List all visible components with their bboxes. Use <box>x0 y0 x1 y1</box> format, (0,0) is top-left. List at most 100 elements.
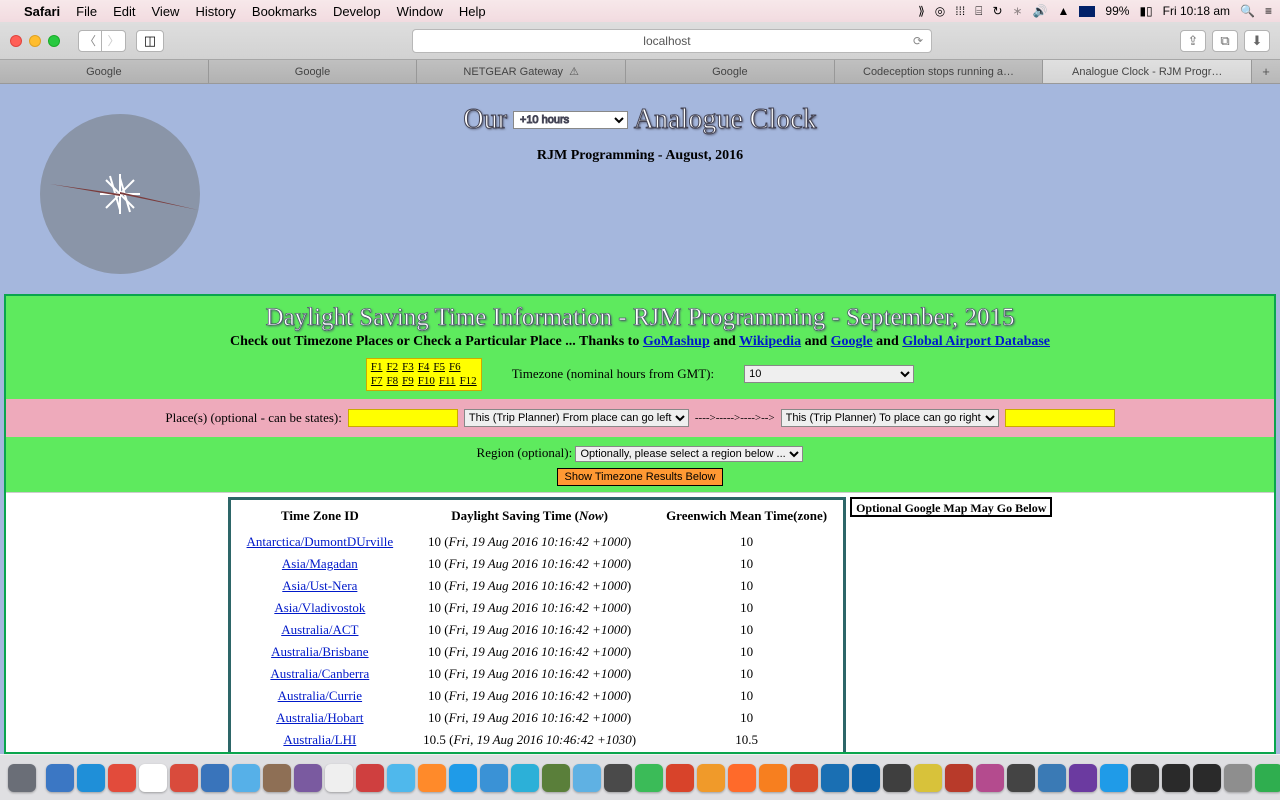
zoom-window-button[interactable] <box>48 35 60 47</box>
sidebar-button[interactable]: ◫ <box>136 30 164 52</box>
dock-app-icon[interactable] <box>46 764 74 792</box>
input-flag-icon[interactable] <box>1079 6 1095 17</box>
browser-tab[interactable]: Google <box>209 60 418 83</box>
dock-app-icon[interactable] <box>1255 764 1280 792</box>
link-google[interactable]: Google <box>831 334 873 349</box>
tz-link[interactable]: Australia/Hobart <box>276 710 363 725</box>
app-name[interactable]: Safari <box>24 4 60 19</box>
show-results-button[interactable]: Show Timezone Results Below <box>557 468 722 486</box>
browser-tab[interactable]: Google <box>626 60 835 83</box>
menu-view[interactable]: View <box>152 4 180 19</box>
menu-help[interactable]: Help <box>459 4 486 19</box>
timemachine-icon[interactable]: ↻ <box>992 4 1002 18</box>
close-window-button[interactable] <box>10 35 22 47</box>
dock-app-icon[interactable] <box>325 764 353 792</box>
new-tab-button[interactable]: + <box>1252 60 1280 83</box>
status-icon[interactable]: ◎ <box>935 4 945 18</box>
dock-app-icon[interactable] <box>8 764 36 792</box>
tz-link[interactable]: Australia/LHI <box>283 732 356 747</box>
tz-link[interactable]: Australia/ACT <box>281 622 358 637</box>
share-button[interactable]: ⇪ <box>1180 30 1206 52</box>
dock-app-icon[interactable] <box>604 764 632 792</box>
browser-tab[interactable]: NETGEAR Gateway⚠ <box>417 60 626 83</box>
place-to-input[interactable] <box>1005 409 1115 427</box>
menu-file[interactable]: File <box>76 4 97 19</box>
dock-app-icon[interactable] <box>1224 764 1252 792</box>
menu-window[interactable]: Window <box>397 4 443 19</box>
dock-app-icon[interactable] <box>387 764 415 792</box>
reload-icon[interactable]: ⟳ <box>913 34 923 48</box>
dock-app-icon[interactable] <box>790 764 818 792</box>
browser-tab[interactable]: Codeception stops running a… <box>835 60 1044 83</box>
status-icon[interactable]: ⟫ <box>918 4 925 18</box>
trip-from-select[interactable]: This (Trip Planner) From place can go le… <box>464 409 689 427</box>
dock-app-icon[interactable] <box>294 764 322 792</box>
dock-app-icon[interactable] <box>914 764 942 792</box>
dock-app-icon[interactable] <box>1007 764 1035 792</box>
dock-app-icon[interactable] <box>883 764 911 792</box>
place-from-input[interactable] <box>348 409 458 427</box>
bluetooth-icon[interactable]: ∗ <box>1013 4 1023 18</box>
volume-icon[interactable]: 🔊 <box>1033 4 1048 18</box>
tz-link[interactable]: Asia/Ust-Nera <box>282 578 357 593</box>
dock-app-icon[interactable] <box>480 764 508 792</box>
dock-app-icon[interactable] <box>1038 764 1066 792</box>
dock-app-icon[interactable] <box>77 764 105 792</box>
link-gomashup[interactable]: GoMashup <box>643 334 710 349</box>
region-select[interactable]: Optionally, please select a region below… <box>575 446 803 462</box>
menu-develop[interactable]: Develop <box>333 4 381 19</box>
dock-app-icon[interactable] <box>1069 764 1097 792</box>
dock-app-icon[interactable] <box>511 764 539 792</box>
dock-app-icon[interactable] <box>728 764 756 792</box>
spotlight-icon[interactable]: 🔍 <box>1240 4 1255 18</box>
menubar-clock[interactable]: Fri 10:18 am <box>1163 4 1230 18</box>
dock-app-icon[interactable] <box>976 764 1004 792</box>
browser-tab[interactable]: Google <box>0 60 209 83</box>
link-wikipedia[interactable]: Wikipedia <box>739 334 801 349</box>
dock-app-icon[interactable] <box>418 764 446 792</box>
menu-history[interactable]: History <box>195 4 235 19</box>
tz-link[interactable]: Asia/Vladivostok <box>274 600 365 615</box>
tz-link[interactable]: Asia/Magadan <box>282 556 358 571</box>
dock-app-icon[interactable] <box>1131 764 1159 792</box>
trip-to-select[interactable]: This (Trip Planner) To place can go righ… <box>781 409 999 427</box>
dock-app-icon[interactable] <box>635 764 663 792</box>
dock-app-icon[interactable] <box>1162 764 1190 792</box>
dock-app-icon[interactable] <box>945 764 973 792</box>
timezone-offset-select[interactable]: +10 hours <box>513 111 628 129</box>
dock-app-icon[interactable] <box>697 764 725 792</box>
airplay-icon[interactable]: ⌸ <box>975 4 982 19</box>
dock-app-icon[interactable] <box>852 764 880 792</box>
tz-link[interactable]: Australia/Canberra <box>270 666 369 681</box>
dock-app-icon[interactable] <box>263 764 291 792</box>
back-button[interactable]: 〈 <box>78 30 102 52</box>
dock-app-icon[interactable] <box>139 764 167 792</box>
status-icon[interactable]: ⁞⁞⁞ <box>955 4 965 18</box>
wifi-icon[interactable]: ▲ <box>1058 4 1070 18</box>
fkey-shortcuts[interactable]: F1F2F3F4F5F6F7F8F9F10F11F12 <box>366 358 482 391</box>
minimize-window-button[interactable] <box>29 35 41 47</box>
dock-app-icon[interactable] <box>666 764 694 792</box>
address-bar[interactable]: localhost ⟳ <box>412 29 932 53</box>
battery-text[interactable]: 99% <box>1105 4 1129 18</box>
dock-app-icon[interactable] <box>108 764 136 792</box>
notifications-icon[interactable]: ≡ <box>1265 4 1272 18</box>
menu-bookmarks[interactable]: Bookmarks <box>252 4 317 19</box>
dock-app-icon[interactable] <box>821 764 849 792</box>
dock-app-icon[interactable] <box>232 764 260 792</box>
dock-app-icon[interactable] <box>759 764 787 792</box>
dock-app-icon[interactable] <box>449 764 477 792</box>
menu-edit[interactable]: Edit <box>113 4 135 19</box>
browser-tab[interactable]: Analogue Clock - RJM Progr… <box>1043 60 1252 83</box>
tz-link[interactable]: Antarctica/DumontDUrville <box>247 534 394 549</box>
downloads-button[interactable]: ⬇ <box>1244 30 1270 52</box>
timezone-select[interactable]: 10 <box>744 365 914 383</box>
tabs-button[interactable]: ⧉ <box>1212 30 1238 52</box>
dock-app-icon[interactable] <box>1100 764 1128 792</box>
dock-app-icon[interactable] <box>573 764 601 792</box>
tz-link[interactable]: Australia/Currie <box>278 688 362 703</box>
dock-app-icon[interactable] <box>201 764 229 792</box>
dock-app-icon[interactable] <box>170 764 198 792</box>
dock-app-icon[interactable] <box>542 764 570 792</box>
dock-app-icon[interactable] <box>356 764 384 792</box>
